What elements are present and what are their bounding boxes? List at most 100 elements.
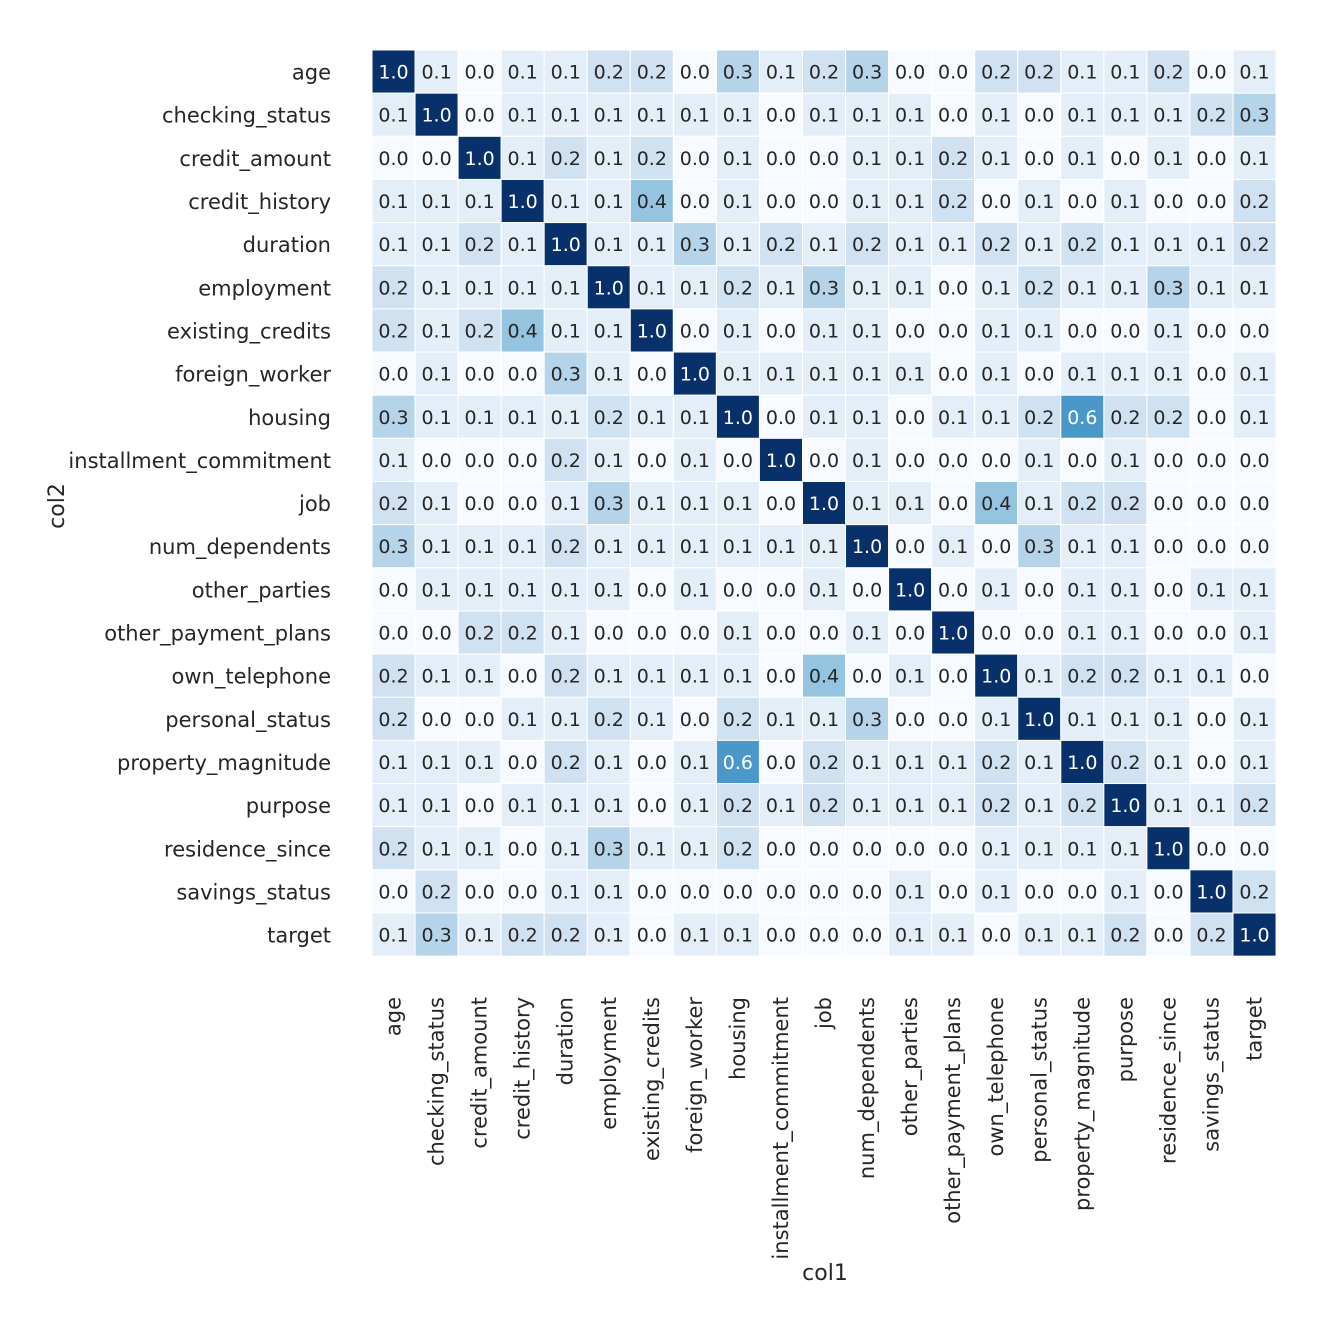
cell-value-label: 0.3 [421, 925, 451, 947]
heatmap-cell [888, 567, 933, 612]
heatmap-cell [672, 653, 717, 698]
heatmap-cell [845, 696, 890, 741]
cell-value-label: 0.1 [1239, 623, 1269, 645]
heatmap-cell [457, 912, 502, 957]
cell-value-label: 0.1 [1024, 666, 1054, 688]
heatmap-cell [802, 653, 847, 698]
cell-value-label: 0.1 [465, 536, 495, 558]
cell-value-label: 0.1 [809, 536, 839, 558]
cell-value-label: 0.1 [723, 666, 753, 688]
cell-value-label: 0.1 [1153, 709, 1183, 731]
y-tick-label: num_dependents [149, 535, 331, 560]
cell-value-label: 0.0 [895, 623, 925, 645]
cell-value-label: 0.1 [981, 579, 1011, 601]
heatmap-cell [672, 394, 717, 439]
cell-value-label: 0.2 [1024, 277, 1054, 299]
cell-value-label: 0.0 [938, 450, 968, 472]
cell-value-label: 0.1 [1067, 838, 1097, 860]
cell-value-label: 0.1 [465, 191, 495, 213]
x-tick-label: other_parties [898, 997, 923, 1136]
cell-value-label: 0.1 [1110, 277, 1140, 299]
heatmap-cell [931, 696, 976, 741]
heatmap-cell [1146, 739, 1191, 785]
cell-value-label: 0.2 [465, 623, 495, 645]
cell-value-label: 0.0 [508, 881, 538, 903]
cell-value-label: 0.1 [1110, 709, 1140, 731]
cell-value-label: 0.3 [378, 407, 408, 429]
cell-value-label: 0.1 [1153, 795, 1183, 817]
cell-value-label: 0.1 [551, 407, 581, 429]
cell-value-label: 0.1 [680, 407, 710, 429]
heatmap-cell [1189, 394, 1234, 439]
cell-value-label: 0.1 [551, 105, 581, 127]
cell-value-label: 0.1 [421, 191, 451, 213]
cell-value-label: 0.0 [421, 450, 451, 472]
heatmap-cell [586, 481, 631, 526]
cell-value-label: 1.0 [852, 536, 882, 558]
cell-value-label: 0.1 [938, 407, 968, 429]
heatmap-cell [371, 49, 416, 94]
cell-value-label: 0.1 [594, 752, 624, 774]
x-tick-label: purpose [1113, 997, 1137, 1082]
heatmap-cell [1189, 739, 1234, 785]
heatmap-cell [414, 481, 459, 526]
cell-value-label: 0.0 [421, 623, 451, 645]
heatmap-cell [414, 351, 459, 396]
heatmap-cell [1232, 869, 1277, 914]
cell-value-label: 0.1 [981, 407, 1011, 429]
heatmap-cell [758, 351, 804, 396]
cell-value-label: 0.1 [766, 536, 796, 558]
cell-value-label: 0.0 [723, 450, 753, 472]
heatmap-cell [1232, 567, 1277, 612]
heatmap-cell [457, 826, 502, 871]
cell-value-label: 0.1 [852, 450, 882, 472]
cell-value-label: 0.1 [809, 105, 839, 127]
cell-value-label: 0.1 [508, 105, 538, 127]
heatmap-cell [371, 135, 416, 180]
cell-value-label: 0.0 [680, 320, 710, 342]
cell-value-label: 0.1 [421, 666, 451, 688]
cell-value-label: 1.0 [594, 277, 624, 299]
cell-value-label: 0.2 [809, 752, 839, 774]
heatmap-cell [672, 567, 717, 612]
y-tick-label: duration [243, 233, 331, 257]
cell-value-label: 0.1 [1067, 536, 1097, 558]
heatmap-cell [931, 524, 976, 569]
cell-value-label: 0.1 [594, 234, 624, 256]
cell-value-label: 0.3 [852, 62, 882, 84]
heatmap-cell [1103, 826, 1148, 871]
heatmap-cell [629, 481, 674, 526]
cell-value-label: 0.0 [465, 450, 495, 472]
heatmap-cell [500, 178, 545, 224]
heatmap-cell [1232, 394, 1277, 439]
cell-value-label: 0.1 [1110, 62, 1140, 84]
cell-value-label: 0.0 [1110, 148, 1140, 170]
cell-value-label: 0.0 [1067, 320, 1097, 342]
y-tick-label: target [267, 924, 331, 948]
cell-value-label: 1.0 [895, 579, 925, 601]
heatmap-cell [974, 92, 1019, 137]
cell-value-label: 0.1 [1067, 364, 1097, 386]
cell-value-label: 0.0 [766, 105, 796, 127]
cell-value-label: 0.2 [1239, 234, 1269, 256]
heatmap-cell [1060, 265, 1105, 310]
cell-value-label: 0.2 [809, 795, 839, 817]
y-tick-label: housing [248, 406, 331, 430]
cell-value-label: 0.1 [809, 234, 839, 256]
cell-value-label: 0.1 [1196, 795, 1226, 817]
cell-value-label: 0.1 [465, 752, 495, 774]
cell-value-label: 0.0 [1024, 881, 1054, 903]
cell-value-label: 0.1 [938, 234, 968, 256]
cell-value-label: 0.2 [378, 277, 408, 299]
heatmap-cell [931, 135, 976, 180]
cell-value-label: 0.1 [1239, 709, 1269, 731]
cell-value-label: 0.3 [551, 364, 581, 386]
cell-value-label: 0.1 [1196, 579, 1226, 601]
cell-value-label: 1.0 [1024, 709, 1054, 731]
cell-value-label: 0.1 [938, 752, 968, 774]
heatmap-cell [1232, 308, 1277, 353]
cell-value-label: 0.1 [895, 752, 925, 774]
heatmap-cell [1017, 178, 1062, 224]
heatmap-cell [974, 265, 1019, 310]
heatmap-cell [1060, 869, 1105, 914]
